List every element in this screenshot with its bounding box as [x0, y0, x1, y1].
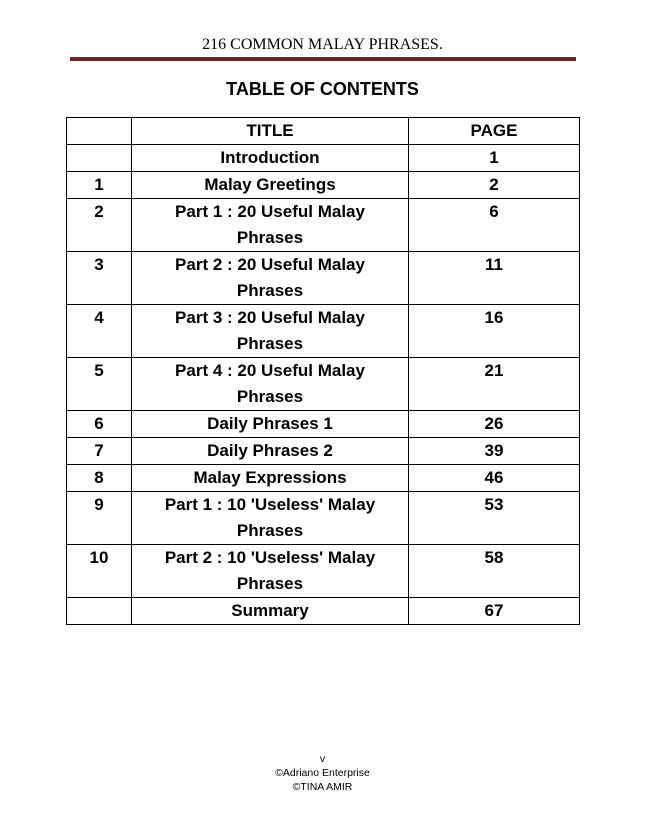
page-number-cell: 58: [408, 544, 580, 598]
page-title: TABLE OF CONTENTS: [226, 79, 419, 99]
toc-table: TITLE PAGE Introduction 1 1 Malay Greetings…: [66, 117, 580, 625]
table-row: 6 Daily Phrases 1 26: [66, 410, 580, 438]
column-header-number: [66, 117, 132, 145]
page-number-cell: 1: [408, 144, 580, 172]
table-row: 2 Part 1 : 20 Useful Malay Phrases 6: [66, 198, 580, 252]
column-header-title: TITLE: [131, 117, 409, 145]
chapter-title: Malay Expressions: [131, 464, 409, 492]
column-header-page: PAGE: [408, 117, 580, 145]
page-number-cell: 2: [408, 171, 580, 199]
table-row: 10 Part 2 : 10 'Useless' Malay Phrases 58: [66, 544, 580, 598]
chapter-title: Part 2 : 10 'Useless' Malay Phrases: [131, 544, 409, 598]
page-number-cell: 67: [408, 597, 580, 625]
table-row: 7 Daily Phrases 2 39: [66, 437, 580, 465]
chapter-number: 9: [66, 491, 132, 545]
chapter-number: [66, 144, 132, 172]
table-header-row: TITLE PAGE: [66, 117, 580, 145]
chapter-number: 5: [66, 357, 132, 411]
page-number-cell: 46: [408, 464, 580, 492]
chapter-title: Summary: [131, 597, 409, 625]
table-row: 9 Part 1 : 10 'Useless' Malay Phrases 53: [66, 491, 580, 545]
table-row: Summary 67: [66, 597, 580, 625]
table-row: 8 Malay Expressions 46: [66, 464, 580, 492]
chapter-number: 2: [66, 198, 132, 252]
table-row: 4 Part 3 : 20 Useful Malay Phrases 16: [66, 304, 580, 358]
copyright-author: ©TINA AMIR: [292, 781, 353, 793]
chapter-number: [66, 597, 132, 625]
page-number-cell: 16: [408, 304, 580, 358]
table-row: 5 Part 4 : 20 Useful Malay Phrases 21: [66, 357, 580, 411]
chapter-number: 1: [66, 171, 132, 199]
table-row: 1 Malay Greetings 2: [66, 171, 580, 199]
page-footer: v ©Adriano Enterprise ©TINA AMIR: [0, 752, 645, 794]
chapter-title: Part 1 : 10 'Useless' Malay Phrases: [131, 491, 409, 545]
header-divider: [70, 57, 576, 61]
chapter-title: Part 1 : 20 Useful Malay Phrases: [131, 198, 409, 252]
page-number-cell: 39: [408, 437, 580, 465]
chapter-title: Daily Phrases 1: [131, 410, 409, 438]
table-row: Introduction 1: [66, 144, 580, 172]
chapter-title: Daily Phrases 2: [131, 437, 409, 465]
chapter-title: Part 2 : 20 Useful Malay Phrases: [131, 251, 409, 305]
chapter-title: Introduction: [131, 144, 409, 172]
chapter-title: Part 4 : 20 Useful Malay Phrases: [131, 357, 409, 411]
running-header: 216 COMMON MALAY PHRASES.: [202, 36, 443, 53]
chapter-number: 4: [66, 304, 132, 358]
chapter-number: 8: [66, 464, 132, 492]
page-number-cell: 11: [408, 251, 580, 305]
chapter-title: Malay Greetings: [131, 171, 409, 199]
chapter-number: 3: [66, 251, 132, 305]
page-number-cell: 26: [408, 410, 580, 438]
copyright-publisher: ©Adriano Enterprise: [275, 767, 370, 779]
chapter-number: 7: [66, 437, 132, 465]
page-number-cell: 53: [408, 491, 580, 545]
page-number-cell: 21: [408, 357, 580, 411]
page-number-cell: 6: [408, 198, 580, 252]
chapter-number: 6: [66, 410, 132, 438]
page-number: v: [319, 753, 326, 765]
chapter-title: Part 3 : 20 Useful Malay Phrases: [131, 304, 409, 358]
table-row: 3 Part 2 : 20 Useful Malay Phrases 11: [66, 251, 580, 305]
chapter-number: 10: [66, 544, 132, 598]
